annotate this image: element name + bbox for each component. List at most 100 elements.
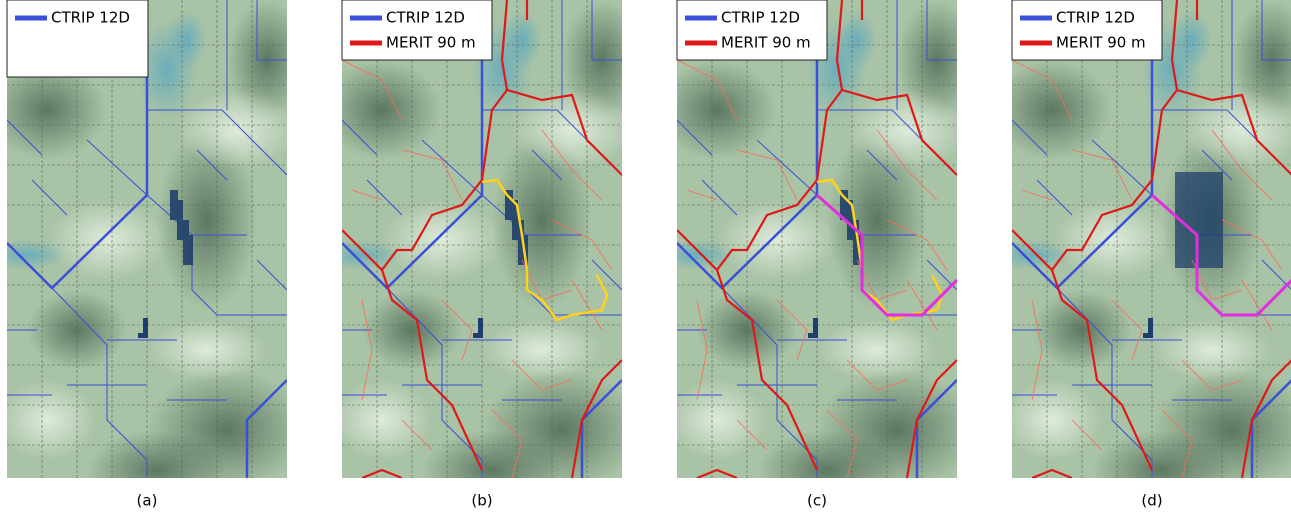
legend-label: CTRIP 12D (1056, 9, 1135, 27)
merit-river (491, 409, 523, 478)
panel-caption: (c) (807, 492, 827, 510)
terrain-shade (1012, 60, 1112, 160)
ctrip-main-river (7, 0, 149, 290)
map-area (677, 0, 957, 478)
terrain-shade (1012, 240, 1072, 270)
ctrip-river (591, 0, 622, 61)
ctrip-river (1091, 139, 1153, 196)
merit-river (736, 419, 768, 451)
merit-river (441, 299, 473, 361)
ctrip-path (1151, 193, 1291, 317)
merit-river (1012, 59, 1073, 121)
merit-river (511, 359, 573, 391)
merit-main-river (841, 88, 957, 176)
merit-river (906, 279, 938, 331)
legend-box (341, 0, 493, 61)
catchment-cells (1175, 172, 1223, 268)
merit-river (886, 219, 948, 271)
merit-river (401, 419, 433, 451)
map-panel: CTRIP 12D MERIT 90 m (c) (676, 0, 957, 510)
terrain-shade (512, 90, 622, 170)
ctrip-main-river (677, 0, 819, 290)
terrain-shade (47, 200, 167, 280)
merit-main-river (361, 468, 403, 478)
legend-label: CTRIP 12D (51, 9, 130, 27)
legend-label: MERIT 90 m (721, 34, 811, 52)
terrain-shade (1012, 380, 1102, 460)
map-panel: CTRIP 12D (a) (6, 0, 287, 510)
merit-river (1211, 129, 1273, 201)
ctrip-river (147, 109, 287, 176)
catchment-cells (473, 318, 483, 338)
merit-river (541, 129, 603, 201)
terrain-shade (837, 10, 877, 70)
ctrip-river (677, 119, 713, 156)
merit-river (677, 59, 738, 121)
terrain-shade (7, 240, 67, 270)
ctrip-river (926, 0, 957, 61)
merit-river (1241, 279, 1273, 331)
merit-main-river (380, 179, 483, 471)
ctrip-river (51, 287, 148, 478)
panel-caption: (b) (471, 492, 492, 510)
terrain-shade (87, 430, 227, 478)
merit-river (361, 299, 373, 401)
ctrip-river (86, 139, 148, 196)
map-panel: CTRIP 12D MERIT 90 m (d) (1011, 0, 1291, 510)
merit-river (1221, 219, 1283, 271)
legend-label: CTRIP 12D (386, 9, 465, 27)
merit-river (846, 359, 908, 391)
map-panel: CTRIP 12D MERIT 90 m (b) (341, 0, 622, 510)
merit-river (696, 299, 708, 401)
merit-river (1031, 299, 1043, 401)
ctrip-river (386, 287, 483, 478)
ctrip-river (256, 0, 287, 61)
ctrip-river (1056, 287, 1153, 478)
terrain-shade (1172, 10, 1212, 70)
terrain-shade (482, 320, 602, 380)
terrain-shade (342, 380, 432, 460)
merit-river (736, 149, 798, 201)
terrain-shade (342, 60, 442, 160)
terrain-shade (677, 240, 737, 270)
merit-main-river (506, 88, 622, 176)
merit-main-river (570, 359, 622, 478)
merit-river (1021, 189, 1053, 201)
merit-main-river (696, 468, 738, 478)
legend-box (6, 0, 149, 78)
merit-river (776, 299, 808, 361)
ctrip-main-river (342, 0, 484, 290)
terrain-shade (677, 380, 767, 460)
map-area (342, 0, 622, 478)
ctrip-river (756, 139, 818, 196)
merit-river (551, 219, 613, 271)
legend-label: CTRIP 12D (721, 9, 800, 27)
terrain-shade (147, 320, 267, 380)
catchment-cells (808, 318, 818, 338)
merit-river (1071, 149, 1133, 201)
ctrip-river (1261, 0, 1291, 61)
ctrip-path (816, 193, 957, 317)
merit-main-river (342, 229, 383, 271)
catchment-cells (505, 190, 528, 265)
panel-caption: (d) (1141, 492, 1162, 510)
merit-river (876, 129, 938, 201)
map-area (1012, 0, 1291, 478)
merit-main-river (677, 229, 718, 271)
merit-river (351, 189, 383, 201)
merit-river (1191, 259, 1243, 301)
terrain-shade (502, 10, 542, 70)
ctrip-river (721, 287, 818, 478)
merit-river (342, 59, 403, 121)
terrain-shade (677, 60, 777, 160)
merit-river (826, 409, 858, 478)
merit-main-river (715, 179, 818, 471)
merit-main-river (1012, 229, 1053, 271)
ctrip-river (421, 139, 483, 196)
merit-main-river (1240, 359, 1291, 478)
terrain-shade (177, 90, 287, 170)
ctrip-river (31, 179, 68, 216)
ctrip-main-river (245, 379, 287, 478)
merit-river (1161, 409, 1193, 478)
